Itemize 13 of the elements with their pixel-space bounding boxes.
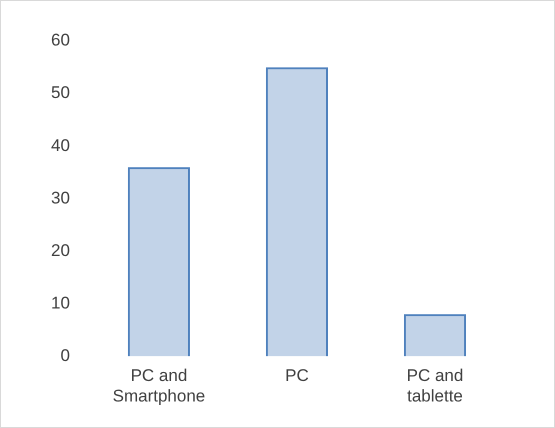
y-tick-label: 20 xyxy=(50,240,70,260)
x-tick-label: PC and Smartphone xyxy=(112,366,206,406)
x-tick-label: PC xyxy=(285,366,309,386)
y-tick-label: 50 xyxy=(50,83,70,102)
bar xyxy=(404,314,466,356)
x-tick-label: PC and tablette xyxy=(406,366,464,406)
y-tick-label: 60 xyxy=(50,30,70,50)
y-tick-label: 30 xyxy=(50,188,70,208)
y-tick-label: 0 xyxy=(60,346,70,365)
y-tick-label: 10 xyxy=(50,293,70,312)
y-tick-label: 40 xyxy=(50,136,70,155)
bar xyxy=(266,67,328,356)
bar xyxy=(128,167,190,356)
